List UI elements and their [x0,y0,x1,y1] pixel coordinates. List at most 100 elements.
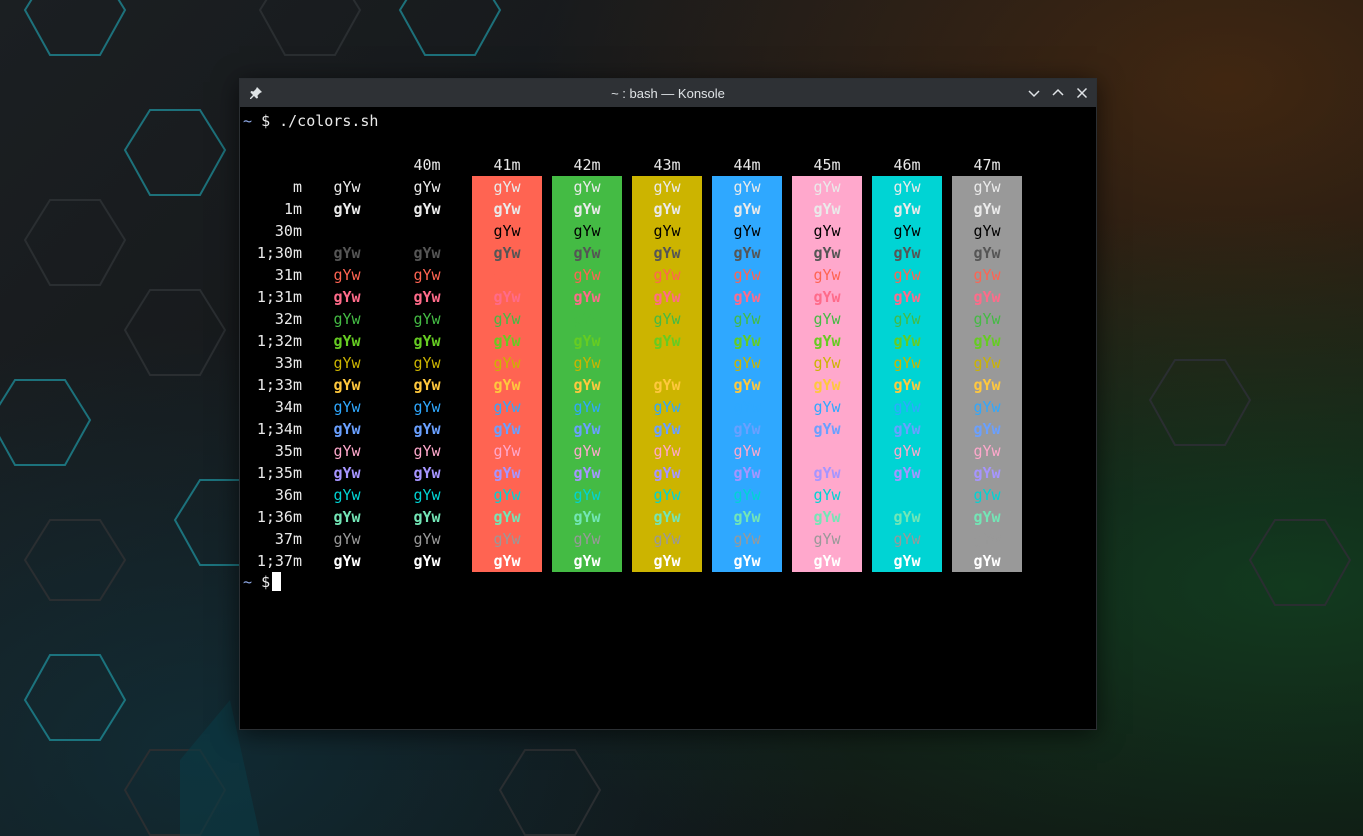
sample-cell: gYw [493,266,521,284]
sample-cell: gYw [973,178,1001,196]
background-swatch-43m [632,176,702,572]
sample-cell: gYw [893,376,921,394]
sample-cell: gYw [333,420,361,438]
sample-cell: gYw [333,508,361,526]
sample-cell: gYw [493,244,521,262]
sample-cell: gYw [973,288,1001,306]
sample-cell: gYw [573,464,601,482]
sample-cell: gYw [893,266,921,284]
terminal-view[interactable]: ~ $ ./colors.sh 40m 41m 42m 43m 44m 45m 46m 47m… [240,108,1096,729]
konsole-window[interactable]: ~ : bash — Konsole ~ $ ./colors.sh 40m 41… [239,78,1097,730]
sample-cell: gYw [973,464,1001,482]
sample-cell: gYw [493,376,521,394]
sample-cell: gYw [653,200,681,218]
sample-cell: gYw [973,266,1001,284]
sample-cell: gYw [413,244,441,262]
row-label: 1;31m [256,288,302,306]
row-label: 33m [274,354,302,372]
sample-cell: gYw [973,244,1001,262]
sample-cell: gYw [733,398,761,416]
sample-cell: gYw [413,310,441,328]
sample-cell: gYw [573,486,601,504]
sample-cell: gYw [653,442,681,460]
sample-cell: gYw [493,530,521,548]
sample-cell: gYw [573,266,601,284]
sample-cell: gYw [733,178,761,196]
sample-cell: gYw [493,354,521,372]
background-swatch-46m [872,176,942,572]
sample-cell: gYw [653,222,681,240]
sample-cell: gYw [653,332,681,350]
sample-cell: gYw [733,552,761,570]
sample-cell: gYw [813,288,841,306]
row-label: 1;30m [256,244,302,262]
active-prompt-line[interactable]: ~ $ [243,572,282,592]
sample-cell: gYw [333,266,361,284]
row-label: 1;32m [256,332,302,350]
sample-cell: gYw [733,442,761,460]
sample-cell: gYw [893,354,921,372]
sample-cell: gYw [333,288,361,306]
sample-cell: gYw [333,310,361,328]
sample-cell: gYw [813,222,841,240]
column-header-41m: 41m [493,156,521,174]
sample-cell: gYw [413,486,441,504]
sample-cell: gYw [493,420,521,438]
sample-cell: gYw [893,486,921,504]
sample-cell: gYw [733,332,761,350]
sample-cell: gYw [653,398,681,416]
prompt-tilde: ~ [243,573,253,591]
row-label: 1;36m [256,508,302,526]
sample-cell: gYw [493,222,521,240]
sample-cell: gYw [813,244,841,262]
sample-cell: gYw [333,200,361,218]
column-header-46m: 46m [893,156,921,174]
sample-cell: gYw [413,266,441,284]
pin-icon[interactable] [248,85,264,101]
sample-cell: gYw [333,244,361,262]
maximize-icon[interactable] [1049,84,1067,102]
sample-cell: gYw [813,398,841,416]
sample-cell: gYw [493,332,521,350]
sample-cell: gYw [813,420,841,438]
row-label: 32m [274,310,302,328]
sample-cell: gYw [973,376,1001,394]
sample-cell: gYw [813,178,841,196]
prompt-dollar: $ [261,112,271,130]
sample-cell: gYw [653,530,681,548]
sample-cell: gYw [893,310,921,328]
sample-cell: gYw [413,376,441,394]
sample-cell: gYw [493,200,521,218]
sample-cell: gYw [813,486,841,504]
row-label: 34m [274,398,302,416]
sample-cell: gYw [813,354,841,372]
sample-cell: gYw [733,288,761,306]
sample-cell: gYw [413,354,441,372]
row-label: 36m [274,486,302,504]
minimize-icon[interactable] [1025,84,1043,102]
close-icon[interactable] [1073,84,1091,102]
sample-cell: gYw [493,310,521,328]
command-text: ./colors.sh [279,112,379,130]
sample-cell: gYw [413,552,441,570]
sample-cell: gYw [333,178,361,196]
sample-cell: gYw [733,508,761,526]
sample-cell: gYw [973,508,1001,526]
sample-cell: gYw [573,442,601,460]
background-swatch-47m [952,176,1022,572]
background-swatch-41m [472,176,542,572]
sample-cell: gYw [333,464,361,482]
title-bar[interactable]: ~ : bash — Konsole [240,79,1096,107]
sample-cell: gYw [893,178,921,196]
sample-cell: gYw [573,420,601,438]
sample-cell: gYw [573,178,601,196]
window-title: ~ : bash — Konsole [611,86,725,101]
background-swatch-44m [712,176,782,572]
sample-cell: gYw [493,178,521,196]
sample-cell: gYw [653,420,681,438]
sample-cell: gYw [333,398,361,416]
row-label: 1;35m [256,464,302,482]
sample-cell: gYw [893,398,921,416]
prompt-dollar: $ [261,573,271,591]
